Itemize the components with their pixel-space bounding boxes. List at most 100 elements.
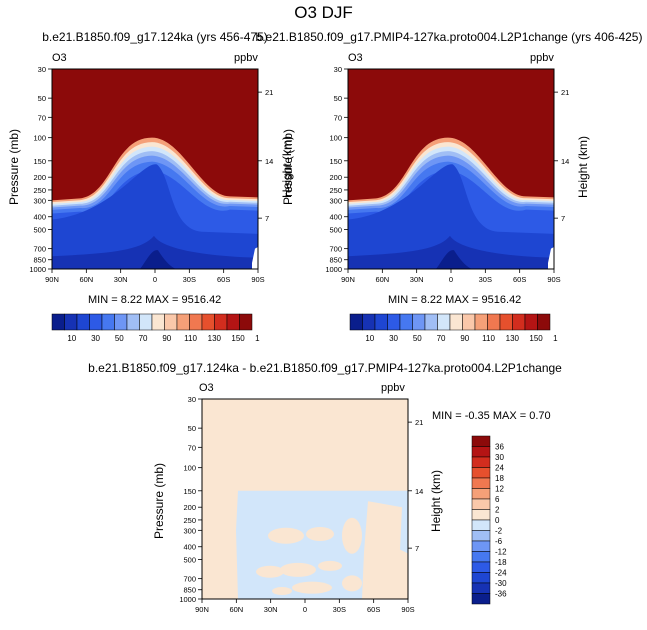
panel-2-y2tick-label: 14 — [561, 157, 569, 166]
colorbar-2-swatch — [362, 313, 376, 331]
colorbar-3-label: 24 — [495, 464, 504, 473]
panel-1-title: b.e21.B1850.f09_g17.124ka (yrs 456-475) — [42, 30, 268, 44]
panel-3-ytick-label: 200 — [183, 503, 196, 512]
colorbar-3-swatch — [471, 551, 491, 563]
colorbar-2-swatch — [512, 313, 526, 331]
panel-2-ytick-label: 700 — [329, 245, 342, 254]
colorbar-3-swatch — [471, 561, 491, 573]
colorbar-1-label: 90 — [162, 334, 171, 343]
panel-1-ytick-label: 1000 — [29, 265, 46, 274]
panel-2-colorbar: 10 30 50 70 90 110 130 150 160 — [349, 313, 558, 343]
panel-2-ytick-label: 850 — [329, 256, 342, 265]
figure-title: O3 DJF — [294, 3, 353, 22]
colorbar-3-label: 2 — [495, 506, 500, 515]
panel-1-y2tick-label: 21 — [265, 88, 273, 97]
panel-1-xtick-label: 90N — [45, 275, 59, 284]
panel-2-xtick-label: 90N — [341, 275, 355, 284]
panel-3-positive-patch — [268, 527, 304, 544]
panel-3-xtick-label: 90N — [195, 605, 209, 614]
panel-3-y2tick-label: 21 — [415, 418, 423, 427]
panel-2-contour-band — [348, 164, 554, 269]
colorbar-3-swatch — [471, 467, 491, 479]
colorbar-1-swatch — [114, 313, 128, 331]
panel-2-plot: 3050701001502002503004005007008501000211… — [325, 65, 569, 284]
colorbar-1-swatch — [64, 313, 78, 331]
panel-3-positive-patch — [342, 517, 362, 554]
colorbar-2-swatch — [449, 313, 463, 331]
panel-2-ytick-label: 150 — [329, 157, 342, 166]
panel-3-positive-patch — [306, 527, 334, 542]
panel-1-ytick-label: 70 — [38, 113, 46, 122]
colorbar-1-label: 50 — [115, 334, 124, 343]
panel-1-y2tick-label: 14 — [265, 157, 273, 166]
colorbar-3-swatch — [471, 530, 491, 542]
panel-2-ytick-label: 200 — [329, 173, 342, 182]
panel-3-ytick-label: 500 — [183, 555, 196, 564]
panel-1-variable: O3 — [52, 52, 67, 64]
panel-1-colorbar: 10 30 50 70 90 110 130 150 160 — [51, 313, 260, 343]
panel-2-xtick-label: 60N — [375, 275, 389, 284]
colorbar-3-swatch — [471, 519, 491, 531]
colorbar-1-swatch — [226, 313, 240, 331]
panel-2-ytick-label: 300 — [329, 196, 342, 205]
panel-2-ytick-label: 250 — [329, 186, 342, 195]
panel-3-positive-patch — [280, 562, 316, 577]
panel-3-ytick-label: 70 — [188, 443, 196, 452]
panel-2-title: b.e21.B1850.f09_g17.PMIP4-127ka.proto004… — [255, 30, 643, 44]
colorbar-1-swatch — [101, 313, 115, 331]
panel-1-ytick-label: 500 — [33, 225, 46, 234]
panel-1-xtick-label: 0 — [153, 275, 157, 284]
panel-2-xtick-label: 60S — [513, 275, 526, 284]
panel-3-xtick-label: 60S — [367, 605, 380, 614]
panel-3-ytick-label: 50 — [188, 424, 196, 433]
colorbar-3-swatch — [471, 498, 491, 510]
colorbar-1-label: 150 — [231, 334, 245, 343]
colorbar-1-swatch — [189, 313, 203, 331]
panel-1-y2tick-label: 7 — [265, 214, 269, 223]
panel-3-positive-patch — [318, 560, 342, 571]
colorbar-1-swatch — [164, 313, 178, 331]
colorbar-3-label: -12 — [495, 548, 507, 557]
panel-2-ylabel: Pressure (mb) — [281, 129, 295, 206]
panel-3-variable: O3 — [199, 382, 214, 394]
panel-1-xtick-label: 60N — [79, 275, 93, 284]
panel-3-stats: MIN = -0.35 MAX = 0.70 — [432, 410, 551, 422]
panel-2-units: ppbv — [530, 52, 554, 64]
panel-2-ytick-label: 70 — [334, 113, 342, 122]
colorbar-3-swatch — [471, 488, 491, 500]
panel-2-ytick-label: 1000 — [325, 265, 342, 274]
panel-1-xtick-label: 60S — [217, 275, 230, 284]
panel-1-ytick-label: 300 — [33, 196, 46, 205]
colorbar-3-label: 36 — [495, 443, 504, 452]
panel-3-y2tick-label: 14 — [415, 487, 423, 496]
panel-1-contour-band — [140, 250, 176, 269]
panel-3-ytick-label: 100 — [183, 464, 196, 473]
colorbar-2-label: 110 — [482, 334, 495, 343]
colorbar-3-label: -30 — [495, 579, 507, 588]
colorbar-2-label: 90 — [460, 334, 469, 343]
colorbar-2-swatch — [537, 313, 551, 331]
colorbar-1-label: 10 — [67, 334, 76, 343]
colorbar-2-swatch — [524, 313, 538, 331]
panel-1-xtick-label: 30S — [183, 275, 196, 284]
colorbar-2-swatch — [487, 313, 501, 331]
panel-1-ytick-label: 100 — [33, 134, 46, 143]
panel-3-ytick-label: 700 — [183, 575, 196, 584]
colorbar-3-swatch — [471, 593, 491, 605]
panel-2-xtick-label: 0 — [449, 275, 453, 284]
colorbar-3-label: 12 — [495, 485, 504, 494]
colorbar-2-swatch — [499, 313, 513, 331]
colorbar-2-swatch — [387, 313, 401, 331]
colorbar-2-label: 30 — [389, 334, 398, 343]
colorbar-2-label: 70 — [437, 334, 446, 343]
colorbar-1-swatch — [76, 313, 90, 331]
panel-3-ytick-label: 850 — [183, 586, 196, 595]
panel-1-ytick-label: 700 — [33, 245, 46, 254]
panel-3-xtick-label: 0 — [303, 605, 307, 614]
colorbar-1-label: 110 — [184, 334, 197, 343]
colorbar-2-label: 130 — [506, 334, 520, 343]
panel-3-ytick-label: 250 — [183, 516, 196, 525]
colorbar-2-swatch — [474, 313, 488, 331]
panel-2-ytick-label: 100 — [329, 134, 342, 143]
